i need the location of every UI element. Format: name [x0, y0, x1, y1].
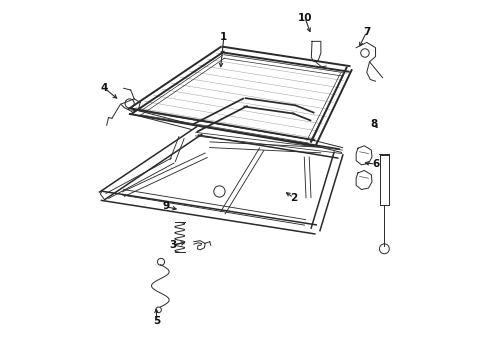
Text: 7: 7 — [363, 27, 370, 37]
Text: 9: 9 — [162, 202, 169, 211]
Text: 2: 2 — [290, 193, 297, 203]
Text: 3: 3 — [169, 240, 176, 250]
Text: 8: 8 — [370, 118, 377, 129]
Text: 10: 10 — [298, 13, 312, 23]
Text: 4: 4 — [101, 83, 108, 93]
Text: 6: 6 — [372, 159, 379, 169]
Text: 5: 5 — [153, 316, 160, 326]
Text: 1: 1 — [220, 32, 227, 42]
